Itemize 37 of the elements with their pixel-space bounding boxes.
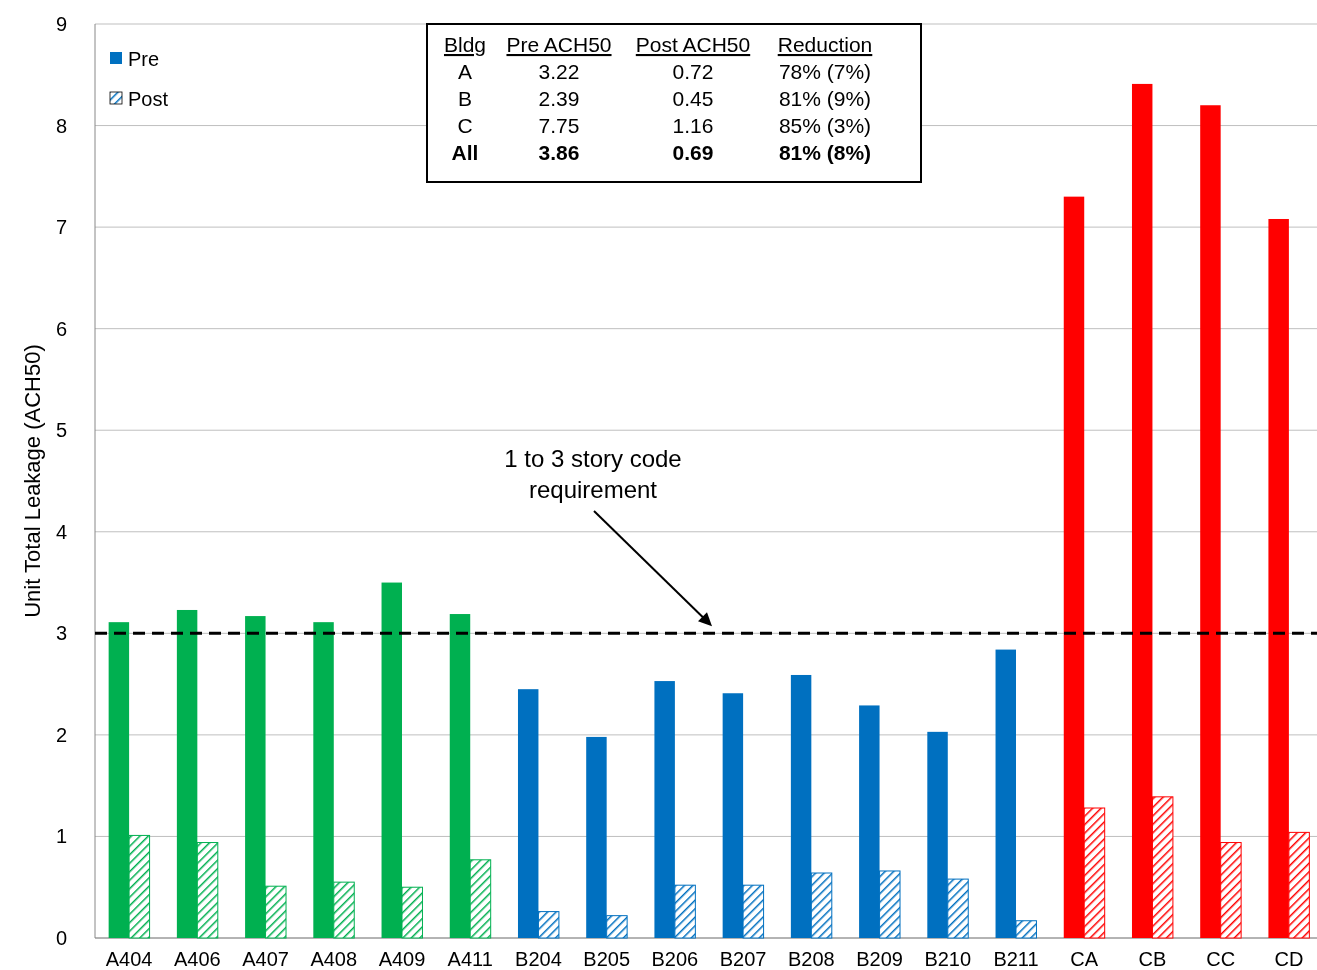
- annotation: 1 to 3 story code requirement: [504, 445, 682, 503]
- x-tick-label: A411: [447, 948, 493, 970]
- x-tick-label: A406: [173, 948, 221, 970]
- text: All 3.86 0.69 81% (8%): [451, 141, 872, 164]
- x-tick-label: B209: [856, 948, 903, 970]
- legend-label: Pre: [128, 48, 160, 70]
- x-tick-label: B211: [993, 948, 1039, 970]
- x-tick-label: CA: [1070, 948, 1099, 970]
- y-tick-label: 5: [55, 419, 67, 442]
- x-tick-label: B208: [787, 948, 835, 970]
- x-tick-label: B207: [719, 948, 767, 970]
- text: B 2.39 0.45 81% (9%): [457, 87, 872, 110]
- text: C 7.75 1.16 85% (3%): [457, 114, 872, 137]
- x-tick-label: CC: [1206, 948, 1236, 970]
- x-tick-label: A404: [105, 948, 153, 970]
- y-tick-label: 2: [55, 723, 67, 746]
- x-tick-label: A409: [378, 948, 426, 970]
- x-tick-label: B204: [515, 948, 562, 970]
- y-axis-title: Unit Total Leakage (ACH50): [20, 344, 45, 618]
- x-tick-label: B205: [583, 948, 631, 970]
- y-tick-label: 6: [55, 317, 67, 340]
- text: A 3.22 0.72 78% (7%): [457, 60, 872, 83]
- x-tick-label: A407: [242, 948, 289, 970]
- text: Bldg Pre ACH50 Post ACH50 Reduction: [443, 33, 873, 56]
- x-tick-label: CB: [1138, 948, 1167, 970]
- y-tick-label: 9: [55, 13, 67, 35]
- x-tick-label: B206: [651, 948, 699, 970]
- x-tick-label: CD: [1274, 948, 1304, 970]
- x-tick-label: A408: [310, 948, 358, 970]
- y-tick-label: 8: [55, 114, 67, 137]
- y-tick-label: 0: [55, 927, 67, 949]
- x-tick-label: B210: [924, 948, 972, 970]
- y-tick-label: 1: [55, 825, 67, 848]
- y-tick-label: 3: [55, 622, 67, 645]
- y-tick-label: 7: [55, 216, 67, 239]
- y-tick-label: 4: [55, 520, 67, 543]
- legend-label: Post: [128, 88, 169, 110]
